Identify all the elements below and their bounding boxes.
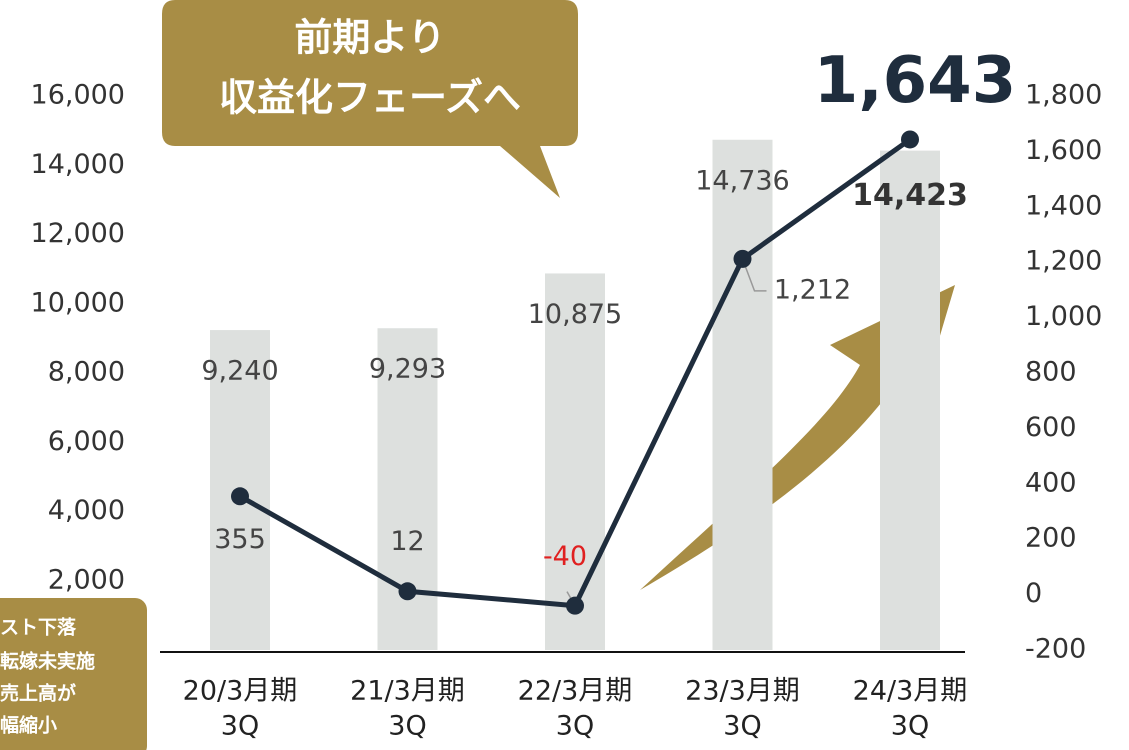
side-box: [0, 598, 147, 750]
callout-box: [162, 0, 578, 198]
bar: [880, 150, 940, 650]
y-tick-label: 14,000: [31, 149, 125, 180]
y-tick-label: 6,000: [48, 426, 125, 457]
bar-value-label: 10,875: [528, 299, 622, 330]
y-tick-label: 4,000: [48, 495, 125, 526]
x-tick-label: 3Q: [723, 711, 761, 742]
side-text: 転嫁未実施: [0, 650, 95, 673]
trend-arrow: [640, 285, 955, 590]
line-value-label: -40: [543, 541, 587, 572]
y-tick-label: 12,000: [31, 218, 125, 249]
line-point: [733, 249, 752, 268]
x-tick-label: 20/3月期: [183, 676, 298, 707]
y-tick-label: 10,000: [31, 287, 125, 318]
line-point: [901, 130, 919, 149]
y2-tick-label: 200: [1025, 523, 1077, 554]
side-text: 幅縮小: [0, 714, 57, 737]
y-tick-label: 2,000: [48, 564, 125, 595]
bar: [545, 273, 605, 650]
y2-tick-label: 1,000: [1025, 301, 1102, 332]
y2-tick-label: 800: [1025, 357, 1077, 388]
y2-tick-label: 600: [1025, 412, 1077, 443]
bar-value-label: 9,240: [201, 356, 278, 387]
x-tick-label: 3Q: [388, 711, 426, 742]
line-value-label: 1,643: [814, 44, 1016, 118]
line-point: [566, 596, 584, 615]
line-point: [231, 487, 249, 506]
y2-tick-label: 400: [1025, 467, 1077, 498]
side-text: スト下落: [0, 616, 77, 639]
y2-tick-label: 0: [1025, 578, 1042, 609]
y-tick-label: 16,000: [31, 80, 125, 111]
bar: [712, 139, 773, 651]
x-tick-label: 3Q: [891, 711, 929, 742]
callout-text: 収益化フェーズへ: [219, 76, 521, 120]
y-tick-label: 8,000: [48, 357, 125, 388]
bar-value-label: 9,293: [369, 354, 446, 385]
x-tick-label: 3Q: [556, 711, 594, 742]
line-value-label: 1,212: [774, 274, 851, 305]
y2-tick-label: 1,200: [1025, 246, 1102, 277]
x-tick-label: 22/3月期: [518, 676, 633, 707]
callout-text: 前期より: [294, 16, 445, 60]
x-tick-label: 24/3月期: [853, 676, 968, 707]
bar-value-label: 14,736: [695, 165, 789, 196]
x-tick-label: 21/3月期: [350, 676, 465, 707]
y2-tick-label: -200: [1025, 634, 1086, 665]
bar-value-label: 14,423: [852, 178, 968, 213]
leader: [741, 258, 767, 292]
x-tick-label: 23/3月期: [685, 676, 800, 707]
line-value-label: 12: [390, 526, 424, 557]
y2-tick-label: 1,800: [1025, 80, 1102, 111]
y2-tick-label: 1,400: [1025, 190, 1102, 221]
side-text: 売上高が: [0, 682, 76, 705]
line-point: [398, 582, 417, 601]
x-tick-label: 3Q: [221, 711, 259, 742]
y2-tick-label: 1,600: [1025, 135, 1102, 166]
line-value-label: 355: [214, 524, 266, 555]
